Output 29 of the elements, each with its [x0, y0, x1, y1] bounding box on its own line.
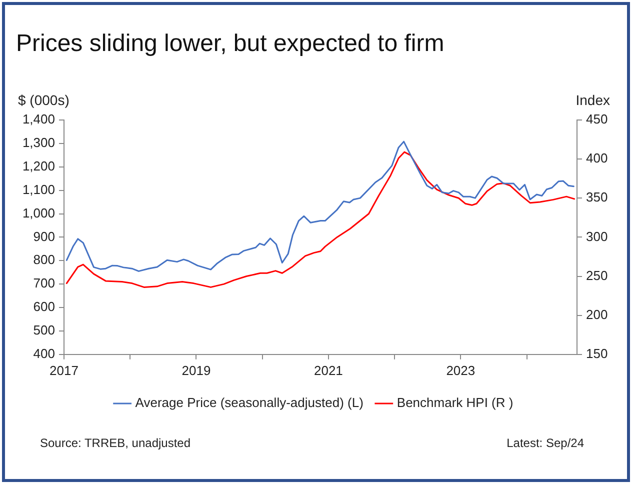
y2-tick-label: 350: [586, 190, 608, 205]
y2-tick-label: 250: [586, 268, 608, 283]
y2-tick-label: 300: [586, 228, 608, 244]
y2-axis-title: Index: [576, 92, 610, 108]
y2-tick-label: 450: [586, 112, 608, 127]
legend-label: Average Price (seasonally-adjusted) (L): [135, 395, 364, 410]
x-tick-label: 2021: [314, 362, 343, 378]
y-tick-label: 1,000: [22, 205, 55, 220]
y-tick-label: 700: [33, 276, 55, 291]
y-tick-label: 800: [33, 252, 55, 268]
chart-title: Prices sliding lower, but expected to firm: [16, 30, 444, 58]
x-tick-label: 2019: [182, 362, 211, 378]
y2-tick-label: 150: [586, 346, 608, 361]
legend-label: Benchmark HPI (R ): [396, 395, 514, 410]
y-tick-label: 1,400: [22, 112, 55, 127]
y-tick-label: 400: [33, 346, 55, 361]
source-note: Source: TRREB, unadjusted: [40, 436, 191, 450]
y-tick-label: 900: [33, 228, 55, 244]
y-axis-title: $ (000s): [18, 92, 70, 108]
x-tick-label: 2023: [446, 362, 476, 378]
y-tick-label: 1,100: [22, 182, 55, 197]
y-tick-label: 1,300: [22, 135, 55, 150]
y-tick-label: 500: [33, 322, 55, 338]
y-tick-label: 1,200: [22, 158, 55, 174]
x-tick-label: 2017: [50, 362, 78, 378]
text: Latest: Sep/24: [506, 436, 584, 450]
y2-tick-label: 400: [586, 150, 608, 166]
y2-tick-label: 200: [586, 306, 608, 322]
y-tick-label: 600: [33, 299, 55, 314]
